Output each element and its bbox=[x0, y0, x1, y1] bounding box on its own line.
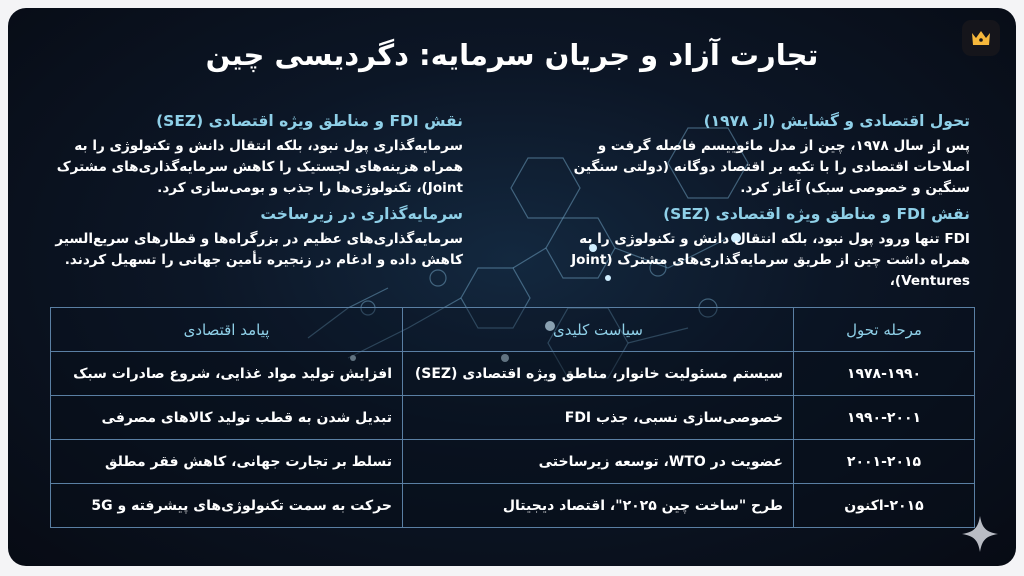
cell-policy: عضویت در WTO، توسعه زیرساختی bbox=[402, 439, 794, 484]
sparkle-icon bbox=[962, 516, 998, 552]
slide-title: تجارت آزاد و جریان سرمایه: دگردیسی چین bbox=[205, 38, 819, 72]
cell-outcome: تبدیل شدن به قطب تولید کالاهای مصرفی bbox=[50, 395, 403, 440]
cell-phase: ۱۹۹۰-۲۰۰۱ bbox=[793, 395, 975, 440]
column-header: سیاست کلیدی bbox=[402, 307, 794, 352]
phases-table: مرحله تحول سیاست کلیدی پیامد اقتصادی ۱۹۷… bbox=[50, 307, 975, 528]
cell-outcome: تسلط بر تجارت جهانی، کاهش فقر مطلق bbox=[50, 439, 403, 484]
section-body: پس از سال ۱۹۷۸، چین از مدل مائوییسم فاصل… bbox=[573, 138, 970, 196]
cell-policy: سیستم مسئولیت خانوار، مناطق ویژه اقتصادی… bbox=[402, 351, 794, 396]
section-heading: تحول اقتصادی و گشایش (از ۱۹۷۸) bbox=[703, 112, 970, 130]
table-row: ۲۰۱۵-اکنون طرح "ساخت چین ۲۰۲۵"، اقتصاد د… bbox=[50, 483, 975, 528]
cell-phase: ۱۹۷۸-۱۹۹۰ bbox=[793, 351, 975, 396]
table-row: ۱۹۹۰-۲۰۰۱ خصوصی‌سازی نسبی، جذب FDI تبدیل… bbox=[50, 395, 975, 440]
cell-phase: ۲۰۰۱-۲۰۱۵ bbox=[793, 439, 975, 484]
table-row: ۲۰۰۱-۲۰۱۵ عضویت در WTO، توسعه زیرساختی ت… bbox=[50, 439, 975, 484]
cell-outcome: حرکت به سمت تکنولوژی‌های پیشرفته و 5G bbox=[50, 483, 403, 528]
crown-icon bbox=[972, 31, 990, 45]
section-body: FDI تنها ورود پول نبود، بلکه انتقال دانش… bbox=[571, 231, 970, 289]
table-row: ۱۹۷۸-۱۹۹۰ سیستم مسئولیت خانوار، مناطق وی… bbox=[50, 351, 975, 396]
section-body: سرمایه‌گذاری پول نبود، بلکه انتقال دانش … bbox=[56, 138, 463, 196]
section-body: سرمایه‌گذاری‌های عظیم در بزرگراه‌ها و قط… bbox=[55, 231, 463, 268]
cell-outcome: افزایش تولید مواد غذایی، شروع صادرات سبک bbox=[50, 351, 403, 396]
table-header-row: مرحله تحول سیاست کلیدی پیامد اقتصادی bbox=[50, 307, 975, 352]
cell-policy: خصوصی‌سازی نسبی، جذب FDI bbox=[402, 395, 794, 440]
crown-button[interactable] bbox=[962, 20, 1000, 56]
section-heading: نقش FDI و مناطق ویژه اقتصادی (SEZ) bbox=[156, 112, 463, 130]
right-column: تحول اقتصادی و گشایش (از ۱۹۷۸) پس از سال… bbox=[570, 112, 970, 298]
slide: تجارت آزاد و جریان سرمایه: دگردیسی چین ت… bbox=[8, 8, 1016, 566]
column-header: پیامد اقتصادی bbox=[50, 307, 403, 352]
cell-phase: ۲۰۱۵-اکنون bbox=[793, 483, 975, 528]
section-heading: نقش FDI و مناطق ویژه اقتصادی (SEZ) bbox=[663, 205, 970, 223]
cell-policy: طرح "ساخت چین ۲۰۲۵"، اقتصاد دیجیتال bbox=[402, 483, 794, 528]
left-column: نقش FDI و مناطق ویژه اقتصادی (SEZ) سرمای… bbox=[38, 112, 463, 277]
column-header: مرحله تحول bbox=[793, 307, 975, 352]
section-heading: سرمایه‌گذاری در زیرساخت bbox=[260, 205, 463, 223]
